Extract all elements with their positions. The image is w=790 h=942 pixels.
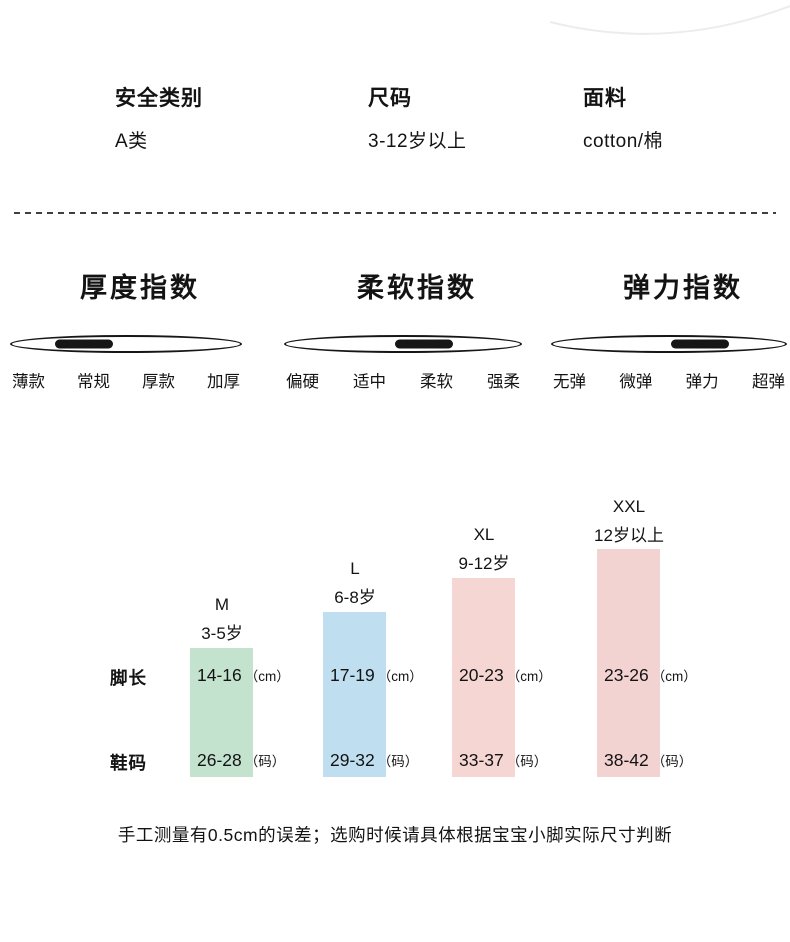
thickness-index-section: 厚度指数 薄款 常规 厚款 加厚 (10, 266, 242, 392)
column-header-xl: XL 9-12岁 (429, 520, 539, 578)
gauge-track (551, 335, 787, 353)
foot-length-value-m: 14-16 （cm） (197, 665, 290, 685)
column-age-label: 3-5岁 (201, 624, 243, 643)
gauge-track (284, 335, 522, 353)
column-age-label: 6-8岁 (334, 588, 376, 607)
size-bar-xl (452, 578, 515, 777)
level-label: 柔软 (420, 373, 453, 391)
level-label: 超弹 (751, 373, 785, 391)
level-label: 强柔 (487, 373, 520, 391)
thickness-gauge (10, 335, 242, 353)
column-size-label: XL (473, 525, 495, 544)
softness-index-section: 柔软指数 偏硬 适中 柔软 强柔 (284, 266, 522, 392)
elasticity-index-section: 弹力指数 无弹 微弹 弹力 超弹 (551, 266, 787, 392)
column-header-l: L 6-8岁 (300, 554, 410, 612)
column-header-m: M 3-5岁 (167, 590, 277, 648)
spec-label: 面料 (583, 87, 627, 110)
unit-label: （码） (651, 754, 693, 769)
unit-label: （cm） (244, 669, 290, 684)
size-bar-xxl (597, 549, 660, 777)
foot-length-value-l: 17-19 （cm） (330, 665, 423, 685)
gauge-level-labels: 偏硬 适中 柔软 强柔 (284, 368, 522, 392)
unit-label: （cm） (506, 669, 552, 684)
spec-size: 尺码 3-12岁以上 (368, 82, 467, 153)
row-label-foot-length: 脚长 (110, 668, 147, 688)
dashed-divider (14, 212, 776, 214)
gauge-track (10, 335, 242, 353)
spec-fabric: 面料 cotton/棉 (583, 82, 663, 153)
foot-length-value-xxl: 23-26 （cm） (604, 665, 697, 685)
unit-label: （cm） (651, 669, 697, 684)
spec-value: 3-12岁以上 (368, 131, 467, 152)
unit-label: （码） (506, 754, 548, 769)
unit-label: （码） (244, 754, 286, 769)
level-label: 偏硬 (286, 373, 319, 391)
unit-label: （cm） (377, 669, 423, 684)
elasticity-gauge (551, 335, 787, 353)
measurement-footnote: 手工测量有0.5cm的误差；选购时候请具体根据宝宝小脚实际尺寸判断 (117, 825, 673, 845)
column-age-label: 12岁以上 (594, 526, 664, 545)
gauge-marker (55, 339, 114, 349)
decorative-curve (550, 5, 790, 35)
level-label: 适中 (353, 373, 386, 391)
level-label: 弹力 (685, 373, 719, 391)
level-label: 无弹 (553, 373, 586, 391)
column-size-label: M (214, 595, 230, 614)
spec-label: 安全类别 (115, 87, 203, 110)
index-title: 厚度指数 (80, 273, 200, 303)
spec-label: 尺码 (368, 87, 412, 110)
gauge-level-labels: 无弹 微弹 弹力 超弹 (551, 368, 787, 392)
column-age-label: 9-12岁 (458, 554, 510, 573)
shoe-size-value-m: 26-28 （码） (197, 750, 286, 770)
softness-gauge (284, 335, 522, 353)
level-label: 薄款 (12, 373, 45, 391)
unit-label: （码） (377, 754, 419, 769)
column-size-label: L (350, 559, 360, 578)
spec-value: cotton/棉 (583, 131, 664, 152)
shoe-size-value-l: 29-32 （码） (330, 750, 419, 770)
shoe-size-value-xxl: 38-42 （码） (604, 750, 693, 770)
shoe-size-value-xl: 33-37 （码） (459, 750, 548, 770)
column-size-label: XXL (612, 497, 646, 516)
size-bar-l (323, 612, 386, 777)
column-header-xxl: XXL 12岁以上 (574, 492, 684, 550)
level-label: 微弹 (619, 373, 653, 391)
level-label: 常规 (77, 373, 110, 391)
index-title: 弹力指数 (623, 273, 743, 303)
size-bar-m (190, 648, 253, 777)
foot-length-value-xl: 20-23 （cm） (459, 665, 552, 685)
gauge-marker (670, 339, 729, 349)
spec-value: A类 (115, 131, 148, 152)
index-title: 柔软指数 (357, 273, 477, 303)
level-label: 厚款 (142, 373, 175, 391)
gauge-level-labels: 薄款 常规 厚款 加厚 (10, 368, 242, 392)
gauge-marker (395, 339, 454, 349)
spec-safety-category: 安全类别 A类 (115, 82, 203, 153)
row-label-shoe-size: 鞋码 (110, 753, 147, 773)
level-label: 加厚 (207, 373, 240, 391)
